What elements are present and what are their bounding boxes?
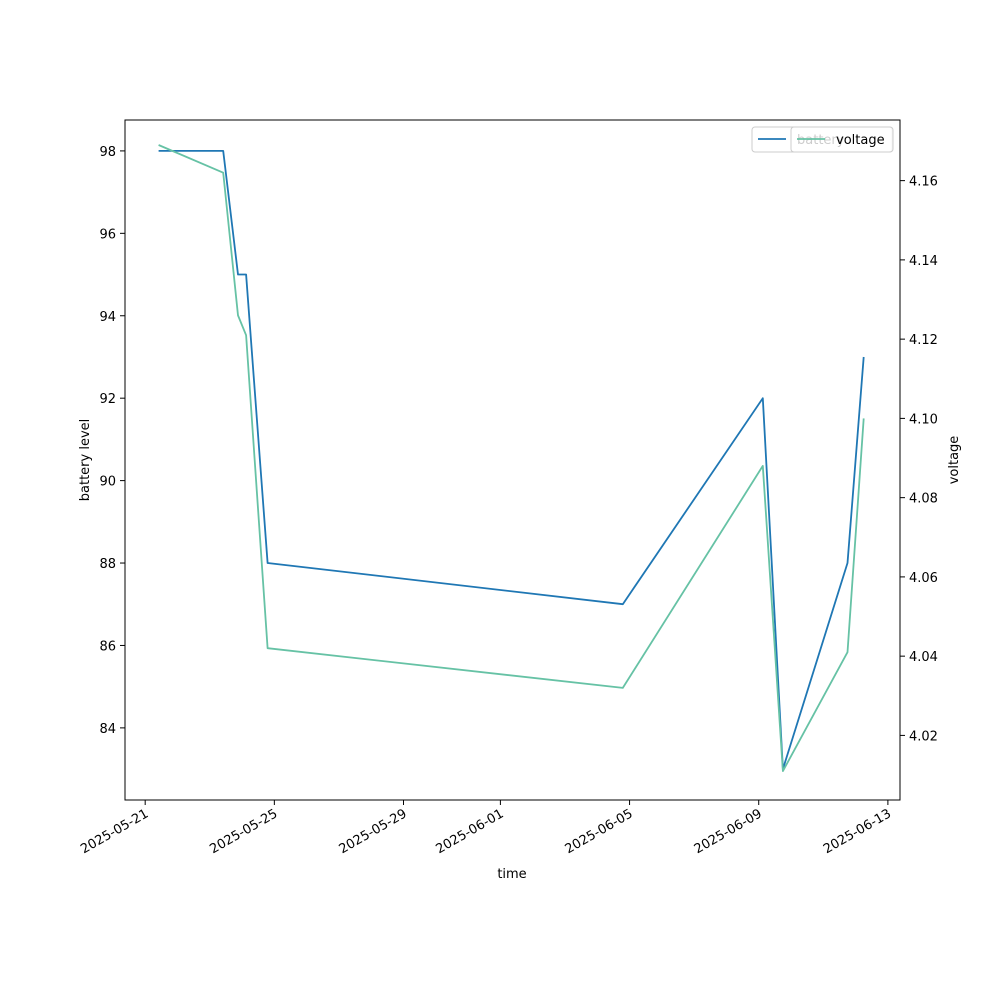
y-right-tick-label: 4.08 — [909, 492, 938, 507]
y-right-tick-label: 4.02 — [909, 729, 938, 744]
y-axis-label-right: voltage — [947, 436, 962, 485]
y-right-tick-label: 4.14 — [909, 254, 938, 269]
y-left-tick-label: 88 — [99, 557, 116, 572]
y-right-tick-label: 4.10 — [909, 412, 938, 427]
legend-voltage-frame — [790, 126, 894, 153]
y-left-tick-label: 94 — [99, 310, 116, 325]
y-left-tick-label: 84 — [99, 722, 116, 737]
y-left-tick-label: 90 — [99, 475, 116, 490]
x-axis-label: time — [497, 867, 526, 882]
legend-voltage-label: voltage — [836, 133, 885, 148]
series-line-battery — [158, 150, 865, 770]
y-left-tick-label: 86 — [99, 639, 116, 654]
legend-voltage: voltage — [790, 126, 894, 153]
y-left-tick-label: 96 — [99, 227, 116, 242]
y-left-tick-label: 92 — [99, 392, 116, 407]
series-line-voltage — [158, 144, 865, 772]
plot-frame — [124, 119, 901, 801]
y-axis-label-left: battery level — [78, 419, 93, 502]
y-right-tick-label: 4.16 — [909, 175, 938, 190]
y-left-tick-label: 98 — [99, 145, 116, 160]
y-right-tick-label: 4.12 — [909, 333, 938, 348]
y-right-tick-label: 4.04 — [909, 650, 938, 665]
y-right-tick-label: 4.06 — [909, 571, 938, 586]
